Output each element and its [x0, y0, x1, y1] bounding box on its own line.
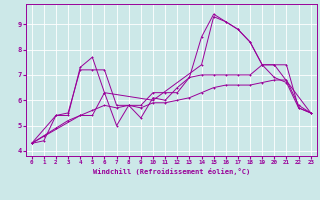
X-axis label: Windchill (Refroidissement éolien,°C): Windchill (Refroidissement éolien,°C): [92, 168, 250, 175]
